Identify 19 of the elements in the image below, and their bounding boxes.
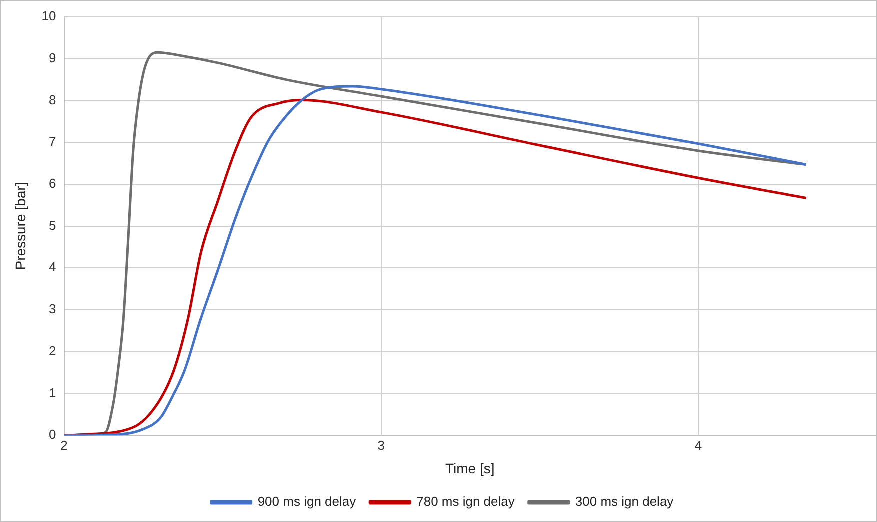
legend-label: 900 ms ign delay: [258, 494, 357, 510]
y-tick-label: 1: [49, 385, 56, 400]
y-tick-label: 9: [49, 50, 56, 66]
y-axis-title: Pressure [bar]: [12, 182, 28, 270]
y-tick-label: 2: [49, 343, 56, 358]
y-tick-label: 4: [49, 260, 56, 275]
x-tick-label: 4: [694, 438, 702, 453]
y-tick-label: 7: [49, 134, 56, 150]
y-tick-label: 3: [49, 302, 56, 317]
x-axis-title: Time [s]: [445, 460, 495, 476]
y-tick-label: 0: [49, 427, 56, 442]
legend-label: 780 ms ign delay: [416, 494, 516, 510]
y-tick-label: 5: [49, 218, 56, 233]
y-tick-label: 10: [42, 8, 56, 24]
y-tick-label: 6: [49, 176, 56, 192]
x-tick-label: 2: [60, 438, 68, 453]
y-tick-label: 8: [49, 92, 56, 108]
x-tick-label: 3: [378, 438, 385, 453]
legend-label: 300 ms ign delay: [575, 494, 674, 510]
